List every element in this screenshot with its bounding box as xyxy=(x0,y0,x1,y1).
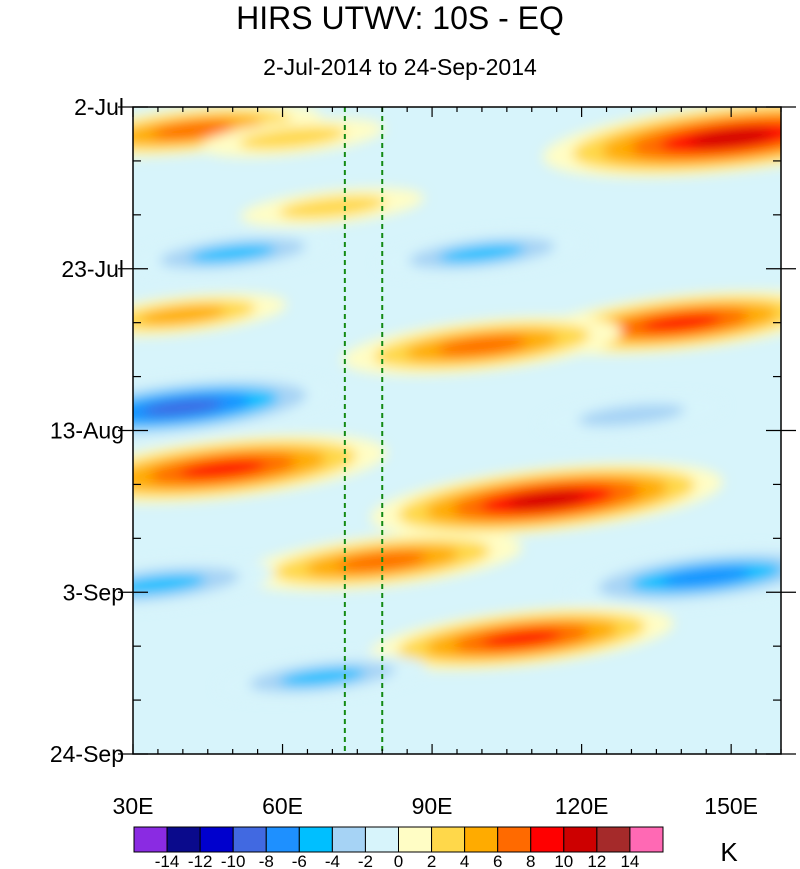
anomaly-contour xyxy=(152,121,234,139)
anomaly-feature-11 xyxy=(369,606,674,671)
x-tick-label: 150E xyxy=(704,793,758,819)
colorbar-swatch xyxy=(497,826,532,853)
anomaly-field xyxy=(133,107,781,699)
colorbar-label: -8 xyxy=(259,852,274,869)
colorbar-label: 6 xyxy=(493,852,502,869)
y-tick-label: 3-Sep xyxy=(63,579,124,605)
anomaly-feature-8 xyxy=(133,434,387,504)
colorbar-label: -2 xyxy=(358,852,373,869)
anomaly-contour xyxy=(577,403,686,427)
y-axis: 2-Jul 23-Jul 13-Aug 3-Sep 24-Sep xyxy=(50,94,796,767)
x-tick-label: 30E xyxy=(113,793,154,819)
colorbar-swatch xyxy=(398,826,433,853)
y-tick-label: 13-Aug xyxy=(50,418,124,444)
anomaly-feature-2 xyxy=(200,118,385,158)
anomaly-contour xyxy=(437,336,527,356)
colorbar-unit: K xyxy=(720,837,738,867)
x-axis: 30E 60E 90E 120E 150E xyxy=(113,107,782,819)
colorbar-swatch xyxy=(133,826,168,853)
colorbar-swatch xyxy=(265,826,300,853)
y-tick-label: 24-Sep xyxy=(50,741,124,767)
y-tick-label: 2-Jul xyxy=(74,94,124,120)
anomaly-feature-17 xyxy=(218,655,427,699)
anomaly-feature-16 xyxy=(566,547,781,607)
anomaly-contour xyxy=(133,574,206,595)
colorbar-swatch xyxy=(596,826,631,853)
anomaly-contour xyxy=(661,567,751,587)
colorbar-swatch xyxy=(166,826,201,853)
anomaly-feature-4 xyxy=(240,187,425,227)
colorbar-swatch xyxy=(232,826,267,853)
colorbar-label: 2 xyxy=(427,852,436,869)
anomaly-feature-7 xyxy=(341,316,622,376)
y-tick-label: 23-Jul xyxy=(61,256,124,282)
x-tick-label: 90E xyxy=(412,793,453,819)
anomaly-contour xyxy=(689,129,773,147)
anomaly-contour xyxy=(180,460,266,478)
anomaly-contour xyxy=(439,244,525,263)
anomaly-contour xyxy=(482,630,562,647)
anomaly-contour xyxy=(238,126,347,150)
colorbar-swatch xyxy=(298,826,333,853)
colorbar-swatch xyxy=(563,826,598,853)
anomaly-contour xyxy=(279,667,366,686)
anomaly-contour xyxy=(278,195,386,219)
anomaly-contour xyxy=(143,399,223,416)
colorbar: -14 -12 -10 -8 -6 -4 -2 0 2 4 6 8 10 12 14 K xyxy=(133,826,738,869)
colorbar-swatch xyxy=(464,826,499,853)
anomaly-feature-5 xyxy=(133,293,287,337)
colorbar-label: 0 xyxy=(394,852,403,869)
colorbar-swatch xyxy=(431,826,466,853)
colorbar-swatch xyxy=(364,826,399,853)
colorbar-label: 12 xyxy=(587,852,606,869)
colorbar-label: 8 xyxy=(526,852,535,869)
x-tick-label: 60E xyxy=(262,793,303,819)
colorbar-swatch xyxy=(629,826,664,853)
anomaly-feature-14 xyxy=(377,231,586,276)
anomaly-feature-12 xyxy=(133,375,335,440)
x-tick-label: 120E xyxy=(555,793,609,819)
colorbar-label: -14 xyxy=(155,852,180,869)
colorbar-label: 4 xyxy=(460,852,469,869)
colorbar-swatch xyxy=(331,826,366,853)
anomaly-contour xyxy=(189,244,276,263)
anomaly-contour xyxy=(140,305,226,324)
anomaly-layer xyxy=(133,107,781,699)
colorbar-label: -12 xyxy=(188,852,213,869)
anomaly-feature-18 xyxy=(539,395,724,435)
anomaly-contour xyxy=(508,491,586,508)
colorbar-label: -6 xyxy=(292,852,307,869)
colorbar-label: -10 xyxy=(221,852,246,869)
anomaly-feature-3 xyxy=(542,107,781,178)
anomaly-feature-9 xyxy=(370,462,723,537)
colorbar-label: 14 xyxy=(620,852,639,869)
colorbar-swatch xyxy=(530,826,565,853)
colorbar-label: -4 xyxy=(325,852,340,869)
anomaly-feature-15 xyxy=(133,560,274,609)
colorbar-swatch xyxy=(199,826,234,853)
anomaly-feature-13 xyxy=(133,231,337,276)
anomaly-contour xyxy=(641,314,721,331)
colorbar-label: 10 xyxy=(554,852,573,869)
chart-title: HIRS UTWV: 10S - EQ xyxy=(236,0,564,36)
chart-subtitle: 2-Jul-2014 to 24-Sep-2014 xyxy=(263,54,537,80)
